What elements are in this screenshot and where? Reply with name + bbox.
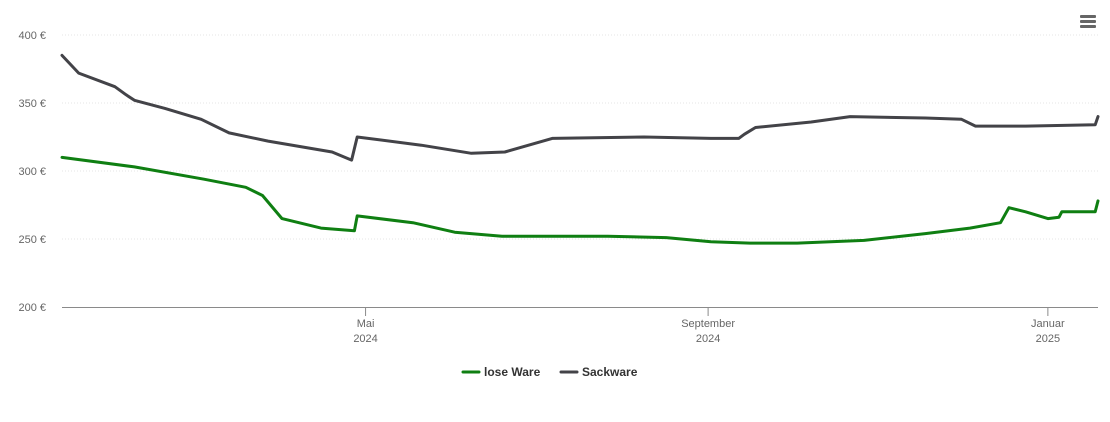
series-lines — [60, 53, 1100, 245]
x-tick-month-label: Mai — [357, 318, 375, 330]
legend[interactable]: lose Ware Sackware — [461, 365, 638, 379]
y-tick-label: 300 € — [18, 166, 46, 178]
legend-item-1[interactable]: Sackware — [559, 365, 638, 379]
series-line-1[interactable] — [60, 53, 1100, 162]
y-tick-label: 250 € — [18, 234, 46, 246]
x-tick-year-label: 2024 — [353, 333, 377, 345]
y-tick-label: 400 € — [18, 30, 46, 42]
x-tick-year-label: 2024 — [696, 333, 720, 345]
y-tick-label: 350 € — [18, 98, 46, 110]
x-tick-year-label: 2025 — [1036, 333, 1060, 345]
x-tick-month-label: September — [681, 318, 735, 330]
hamburger-menu-icon — [1080, 25, 1096, 28]
legend-label: Sackware — [582, 365, 638, 379]
x-tick-month-label: Januar — [1031, 318, 1065, 330]
x-axis: Mai 2024 September 2024 Januar 2025 — [62, 307, 1098, 345]
legend-item-0[interactable]: lose Ware — [461, 365, 541, 379]
chart-menu-button[interactable] — [1074, 10, 1102, 34]
y-tick-label: 200 € — [18, 302, 46, 314]
series-line-0[interactable] — [60, 155, 1100, 245]
hamburger-menu-icon — [1080, 15, 1096, 18]
legend-label: lose Ware — [484, 365, 541, 379]
y-axis: 200 € 250 € 300 € 350 € 400 € — [18, 30, 46, 314]
hamburger-menu-icon — [1080, 20, 1096, 23]
